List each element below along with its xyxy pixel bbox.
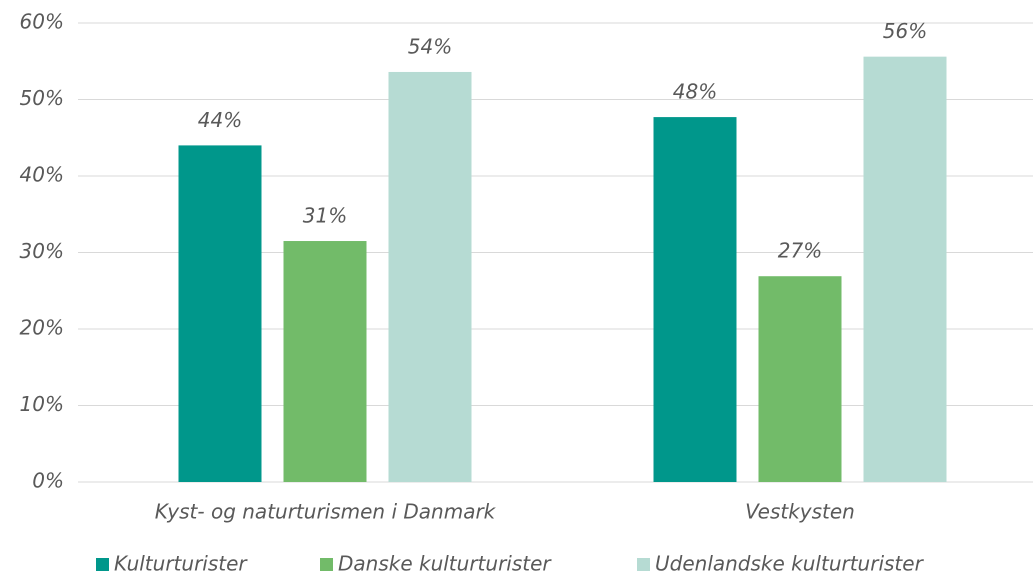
y-tick-label: 40% [20,163,64,187]
legend-label: Kulturturister [114,552,248,575]
data-label: 44% [198,108,242,132]
data-label: 27% [778,239,822,263]
legend-swatch [637,558,650,571]
y-tick-label: 10% [20,392,64,416]
legend-swatch [96,558,109,571]
data-label: 48% [673,80,717,104]
y-tick-label: 60% [20,10,64,34]
legend-label: Danske kulturturister [338,552,552,575]
bar [178,145,262,482]
bar [863,56,947,482]
y-tick-label: 20% [20,316,64,340]
y-tick-label: 0% [32,469,64,493]
bar [758,276,842,482]
data-label: 56% [883,19,927,43]
x-tick-label: Kyst- og naturturismen i Danmark [155,500,497,524]
bar [283,241,367,482]
x-tick-label: Vestkysten [745,500,855,524]
data-label: 31% [303,204,347,228]
bar [388,71,472,483]
y-tick-label: 30% [20,239,64,263]
y-tick-label: 50% [20,86,64,110]
data-label: 54% [408,34,452,58]
legend-swatch [320,558,333,571]
legend-label: Udenlandske kulturturister [655,552,925,575]
bar [653,117,737,482]
